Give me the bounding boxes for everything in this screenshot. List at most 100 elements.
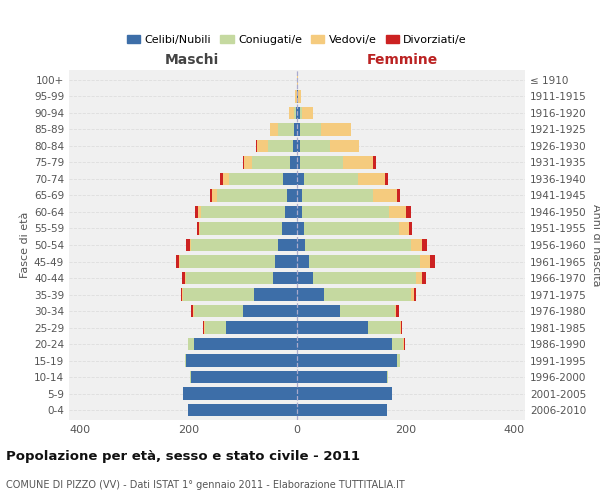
- Bar: [193, 305, 194, 317]
- Bar: [297, 272, 313, 284]
- Bar: [297, 123, 300, 136]
- Bar: [282, 222, 297, 234]
- Bar: [293, 140, 297, 152]
- Bar: [397, 190, 400, 202]
- Bar: [297, 190, 302, 202]
- Bar: [309, 256, 420, 268]
- Bar: [287, 190, 297, 202]
- Bar: [198, 206, 201, 218]
- Bar: [290, 156, 297, 168]
- Bar: [422, 239, 427, 251]
- Bar: [275, 256, 297, 268]
- Bar: [409, 222, 412, 234]
- Bar: [229, 173, 283, 185]
- Bar: [295, 90, 297, 102]
- Bar: [181, 288, 182, 300]
- Bar: [268, 140, 293, 152]
- Bar: [329, 140, 359, 152]
- Bar: [278, 123, 294, 136]
- Bar: [430, 256, 436, 268]
- Bar: [226, 322, 297, 334]
- Bar: [411, 239, 422, 251]
- Bar: [283, 173, 297, 185]
- Bar: [298, 90, 301, 102]
- Bar: [297, 222, 304, 234]
- Bar: [324, 288, 411, 300]
- Bar: [200, 222, 282, 234]
- Bar: [297, 74, 298, 86]
- Bar: [385, 173, 388, 185]
- Bar: [183, 388, 297, 400]
- Bar: [196, 206, 198, 218]
- Bar: [305, 239, 411, 251]
- Bar: [289, 106, 294, 119]
- Bar: [297, 239, 305, 251]
- Bar: [191, 239, 278, 251]
- Bar: [343, 156, 373, 168]
- Text: COMUNE DI PIZZO (VV) - Dati ISTAT 1° gennaio 2011 - Elaborazione TUTTITALIA.IT: COMUNE DI PIZZO (VV) - Dati ISTAT 1° gen…: [6, 480, 405, 490]
- Bar: [297, 354, 397, 367]
- Bar: [297, 156, 300, 168]
- Bar: [397, 354, 400, 367]
- Bar: [179, 256, 180, 268]
- Bar: [302, 106, 313, 119]
- Bar: [386, 371, 388, 384]
- Bar: [297, 206, 302, 218]
- Bar: [398, 222, 409, 234]
- Bar: [217, 190, 287, 202]
- Bar: [297, 371, 386, 384]
- Text: Popolazione per età, sesso e stato civile - 2011: Popolazione per età, sesso e stato civil…: [6, 450, 360, 463]
- Bar: [253, 156, 290, 168]
- Bar: [297, 404, 386, 416]
- Bar: [404, 338, 405, 350]
- Bar: [389, 206, 406, 218]
- Bar: [244, 156, 253, 168]
- Bar: [397, 305, 399, 317]
- Bar: [278, 239, 297, 251]
- Bar: [186, 239, 190, 251]
- Bar: [297, 140, 300, 152]
- Bar: [180, 256, 275, 268]
- Y-axis label: Anni di nascita: Anni di nascita: [591, 204, 600, 286]
- Bar: [368, 322, 400, 334]
- Text: Femmine: Femmine: [366, 52, 437, 66]
- Bar: [194, 305, 243, 317]
- Bar: [185, 354, 186, 367]
- Bar: [285, 206, 297, 218]
- Bar: [176, 256, 179, 268]
- Bar: [302, 190, 373, 202]
- Bar: [199, 222, 200, 234]
- Bar: [191, 305, 193, 317]
- Bar: [203, 322, 205, 334]
- Bar: [392, 338, 403, 350]
- Bar: [209, 190, 212, 202]
- Bar: [300, 123, 322, 136]
- Bar: [297, 305, 340, 317]
- Bar: [400, 322, 401, 334]
- Bar: [185, 272, 186, 284]
- Bar: [243, 305, 297, 317]
- Bar: [322, 123, 351, 136]
- Bar: [297, 106, 300, 119]
- Bar: [373, 156, 376, 168]
- Bar: [186, 354, 297, 367]
- Bar: [272, 272, 297, 284]
- Bar: [256, 140, 257, 152]
- Bar: [220, 173, 223, 185]
- Bar: [182, 272, 185, 284]
- Bar: [422, 272, 426, 284]
- Bar: [190, 239, 191, 251]
- Bar: [406, 206, 411, 218]
- Bar: [201, 206, 285, 218]
- Bar: [297, 90, 298, 102]
- Bar: [270, 123, 278, 136]
- Bar: [194, 338, 297, 350]
- Bar: [223, 173, 229, 185]
- Bar: [401, 322, 403, 334]
- Bar: [297, 338, 392, 350]
- Bar: [188, 338, 194, 350]
- Bar: [212, 190, 217, 202]
- Bar: [191, 371, 297, 384]
- Bar: [294, 123, 297, 136]
- Bar: [197, 222, 199, 234]
